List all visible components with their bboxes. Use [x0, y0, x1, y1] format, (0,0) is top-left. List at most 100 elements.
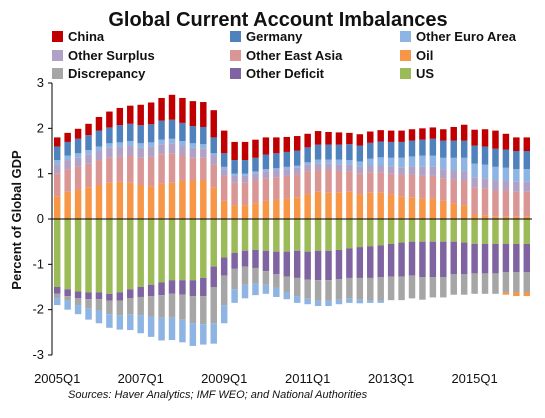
bar-segment: [262, 271, 270, 285]
bar-segment: [231, 219, 238, 253]
bar-segment: [492, 148, 499, 167]
bar-segment: [325, 131, 332, 145]
bar-segment: [127, 123, 134, 142]
bar-segment: [492, 273, 499, 294]
bar-segment: [523, 292, 531, 297]
bar-segment: [367, 300, 374, 303]
bar-segment: [377, 245, 384, 278]
bar-segment: [74, 189, 82, 219]
bar-segment: [231, 173, 238, 176]
bar-segment: [523, 137, 531, 151]
bar-segment: [64, 300, 71, 310]
bar-segment: [273, 199, 280, 219]
bar-segment: [377, 130, 384, 142]
bar-segment: [304, 298, 311, 305]
bar-segment: [335, 192, 343, 219]
bar-segment: [137, 315, 144, 334]
legend-item: Discrepancy: [52, 66, 146, 81]
bar-segment: [106, 219, 113, 294]
legend-swatch: [230, 68, 241, 79]
bar-segment: [200, 219, 207, 278]
bar-segment: [106, 314, 113, 328]
bar-segment: [481, 164, 489, 179]
bar-segment: [460, 157, 468, 172]
bar-segment: [523, 272, 531, 293]
bar-segment: [189, 147, 197, 158]
bar-segment: [335, 219, 343, 250]
bar-segment: [450, 274, 457, 295]
bar-segment: [189, 101, 197, 127]
bar-segment: [398, 130, 405, 142]
bar-segment: [471, 273, 478, 294]
bar-segment: [116, 300, 124, 316]
bar-segment: [460, 171, 468, 181]
x-tick-label: 2011Q1: [285, 371, 330, 386]
bar-segment: [471, 219, 478, 244]
bar-segment: [200, 144, 207, 149]
bar-segment: [367, 192, 374, 219]
bar-segment: [231, 268, 238, 290]
bar-segment: [179, 155, 186, 181]
bar-segment: [158, 120, 165, 140]
bar-segment: [335, 170, 343, 193]
bar-segment: [429, 277, 437, 298]
legend-label: Oil: [416, 48, 433, 63]
bar-segment: [137, 157, 144, 185]
bar-segment: [335, 279, 343, 300]
bar-segment: [450, 157, 457, 171]
bar-segment: [481, 129, 489, 147]
bar-segment: [252, 283, 259, 296]
bar-segment: [210, 155, 217, 165]
bar-segment: [179, 180, 186, 219]
bar-segment: [356, 277, 364, 300]
bar-segment: [460, 242, 468, 275]
bar-segment: [346, 248, 353, 278]
bar-segment: [502, 149, 510, 168]
bar-segment: [85, 292, 92, 300]
bar-segment: [523, 181, 531, 192]
bar-segment: [387, 219, 395, 244]
bar-segment: [314, 280, 322, 301]
bar-segment: [273, 287, 280, 297]
bar-segment: [74, 305, 82, 315]
bar-segment: [241, 173, 249, 176]
bar-segment: [335, 159, 343, 165]
bar-segment: [127, 182, 134, 219]
legend-swatch: [52, 31, 63, 42]
bar-segment: [53, 164, 61, 174]
legend-label: Discrepancy: [68, 66, 146, 81]
bar-segment: [137, 147, 144, 158]
bar-segment: [200, 277, 207, 297]
bar-segment: [314, 159, 322, 164]
bar-segment: [408, 174, 416, 198]
bar-segment: [387, 243, 395, 277]
bar-segment: [419, 175, 426, 199]
bar-segment: [64, 289, 71, 297]
y-tick-label: -2: [32, 302, 44, 317]
bar-segment: [419, 155, 426, 167]
bar-segment: [158, 295, 165, 318]
bar-segment: [398, 219, 405, 243]
bar-segment: [314, 170, 322, 192]
bar-segment: [481, 178, 489, 189]
bar-segment: [85, 154, 92, 164]
bar-segment: [523, 169, 531, 182]
bar-segment: [210, 110, 217, 138]
bar-segment: [502, 272, 510, 293]
bar-segment: [523, 216, 531, 219]
bar-segment: [325, 280, 332, 301]
bar-segment: [293, 296, 301, 303]
bar-segment: [440, 129, 447, 141]
bar-segment: [85, 299, 92, 309]
bar-segment: [273, 177, 280, 200]
bar-segment: [408, 166, 416, 175]
bar-segment: [179, 219, 186, 281]
bar-segment: [429, 155, 437, 167]
bar-segment: [314, 250, 322, 281]
bar-segment: [210, 137, 217, 154]
bar-segment: [189, 323, 197, 346]
bar-segment: [64, 132, 71, 142]
bar-segment: [147, 219, 155, 285]
bar-segment: [346, 132, 353, 145]
bar-segment: [492, 219, 499, 244]
